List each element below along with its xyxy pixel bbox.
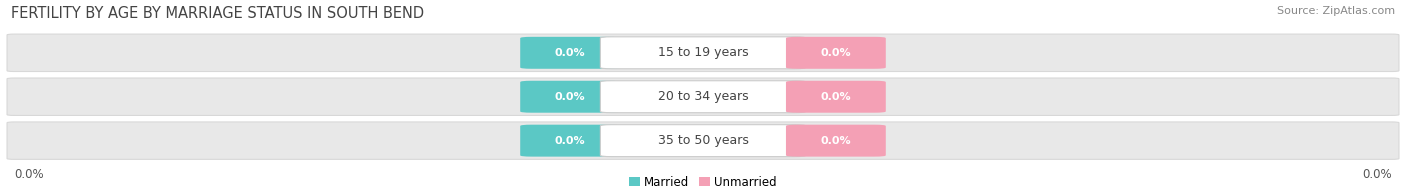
FancyBboxPatch shape xyxy=(600,81,806,113)
Text: 0.0%: 0.0% xyxy=(14,168,44,181)
Text: 0.0%: 0.0% xyxy=(555,92,585,102)
Text: 0.0%: 0.0% xyxy=(821,48,851,58)
FancyBboxPatch shape xyxy=(786,125,886,157)
FancyBboxPatch shape xyxy=(600,37,806,69)
FancyBboxPatch shape xyxy=(600,125,806,157)
Text: Source: ZipAtlas.com: Source: ZipAtlas.com xyxy=(1277,6,1395,16)
Text: 15 to 19 years: 15 to 19 years xyxy=(658,46,748,59)
Text: 20 to 34 years: 20 to 34 years xyxy=(658,90,748,103)
Text: 0.0%: 0.0% xyxy=(1362,168,1392,181)
FancyBboxPatch shape xyxy=(7,122,1399,159)
FancyBboxPatch shape xyxy=(786,81,886,113)
FancyBboxPatch shape xyxy=(520,37,620,69)
Text: 0.0%: 0.0% xyxy=(555,48,585,58)
FancyBboxPatch shape xyxy=(7,78,1399,115)
Text: FERTILITY BY AGE BY MARRIAGE STATUS IN SOUTH BEND: FERTILITY BY AGE BY MARRIAGE STATUS IN S… xyxy=(11,6,425,21)
FancyBboxPatch shape xyxy=(786,37,886,69)
Text: 0.0%: 0.0% xyxy=(555,136,585,146)
Legend: Married, Unmarried: Married, Unmarried xyxy=(624,171,782,193)
Text: 0.0%: 0.0% xyxy=(821,136,851,146)
FancyBboxPatch shape xyxy=(7,34,1399,72)
FancyBboxPatch shape xyxy=(520,125,620,157)
Text: 35 to 50 years: 35 to 50 years xyxy=(658,134,748,147)
FancyBboxPatch shape xyxy=(520,81,620,113)
Text: 0.0%: 0.0% xyxy=(821,92,851,102)
